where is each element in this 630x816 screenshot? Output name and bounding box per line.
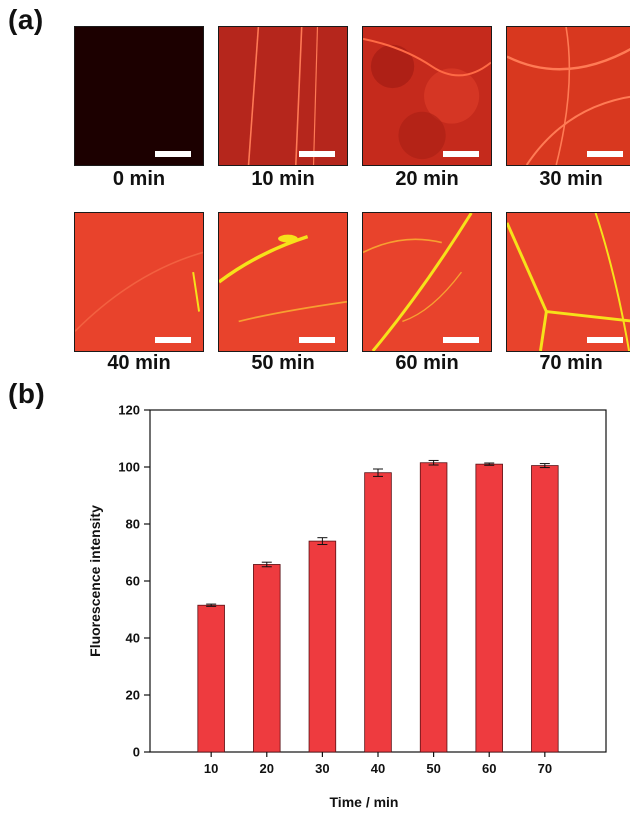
y-tick-label: 20 <box>126 688 140 703</box>
scale-bar <box>443 337 479 343</box>
x-tick-label: 50 <box>426 761 440 776</box>
tile-caption: 30 min <box>539 168 603 190</box>
micrograph-tile <box>74 26 204 166</box>
y-tick-label: 120 <box>118 403 140 418</box>
y-tick-label: 60 <box>126 574 140 589</box>
x-tick-label: 20 <box>260 761 274 776</box>
x-axis-title: Time / min <box>330 794 399 810</box>
x-tick-label: 30 <box>315 761 329 776</box>
scale-bar <box>299 151 335 157</box>
bar <box>475 463 503 753</box>
x-tick-label: 10 <box>204 761 218 776</box>
scale-bar <box>155 151 191 157</box>
micrograph-image <box>363 27 491 165</box>
scale-bar <box>299 337 335 343</box>
y-tick-label: 100 <box>118 460 140 475</box>
y-tick-label: 80 <box>126 517 140 532</box>
micrograph-tile <box>506 26 630 166</box>
panel-a-label: (a) <box>8 4 44 35</box>
tile-caption: 10 min <box>251 168 315 190</box>
bar <box>364 472 392 753</box>
scale-bar <box>443 151 479 157</box>
micrograph-image <box>363 213 491 351</box>
scale-bar <box>587 337 623 343</box>
micrograph-image <box>507 27 630 165</box>
tile-caption: 40 min <box>107 352 171 374</box>
micrograph-image <box>219 213 347 351</box>
bar <box>531 465 559 753</box>
tile-caption: 0 min <box>112 168 166 190</box>
bar <box>197 604 225 753</box>
micrograph-tile <box>218 26 348 166</box>
micrograph-tile <box>74 212 204 352</box>
micrograph-image <box>75 213 203 351</box>
x-tick-label: 40 <box>371 761 385 776</box>
x-tick-label: 60 <box>482 761 496 776</box>
bar-chart: 0 20 40 60 80 100 120 10 20 30 40 50 60 70 Time / min F… <box>87 403 607 810</box>
bar <box>253 564 281 753</box>
y-axis-title: Fluorescence intensity <box>87 505 103 657</box>
micrograph-tile <box>362 26 492 166</box>
tile-caption: 60 min <box>395 352 459 374</box>
scale-bar <box>587 151 623 157</box>
micrograph-tile <box>362 212 492 352</box>
micrograph-image <box>219 27 347 165</box>
micrograph-tile <box>218 212 348 352</box>
tile-caption: 50 min <box>251 352 315 374</box>
micrograph-image <box>507 213 630 351</box>
bar <box>419 462 448 753</box>
panel-b-label: (b) <box>8 378 46 409</box>
y-tick-label: 0 <box>133 745 140 760</box>
x-tick-label: 70 <box>538 761 552 776</box>
scale-bar <box>155 337 191 343</box>
y-tick-label: 40 <box>126 631 140 646</box>
tile-caption: 20 min <box>395 168 459 190</box>
micrograph-tile <box>506 212 630 352</box>
tile-caption: 70 min <box>539 352 603 374</box>
bar <box>308 540 337 753</box>
micrograph-image <box>75 27 203 165</box>
